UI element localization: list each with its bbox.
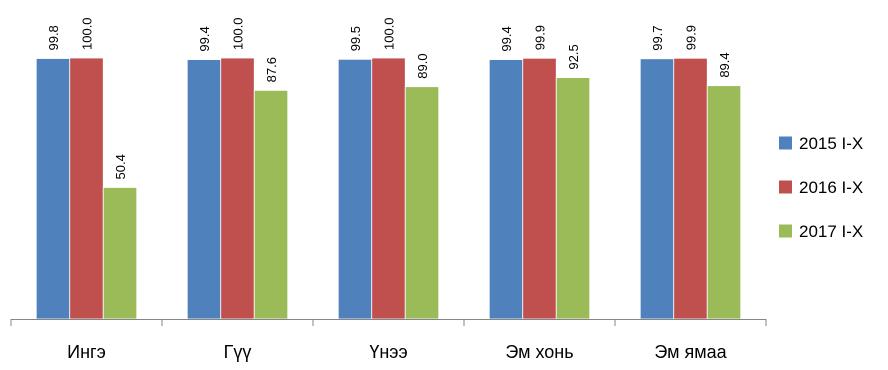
data-label-1-1: 99.8: [46, 25, 61, 50]
bar-3-2: [254, 90, 288, 319]
data-label-1-5: 99.7: [650, 25, 665, 50]
data-label-1-2: 99.4: [197, 26, 212, 51]
bar-1-4: [489, 60, 523, 319]
legend-label-3: 2017 I-X: [799, 222, 863, 241]
bar-1-5: [640, 59, 674, 319]
legend-swatch-3: [779, 225, 792, 238]
data-label-2-4: 99.9: [533, 25, 548, 50]
data-label-2-2: 100.0: [231, 17, 246, 50]
data-label-2-1: 100.0: [80, 17, 95, 50]
legend-swatch-2: [779, 181, 792, 194]
bar-2-1: [70, 58, 104, 319]
x-tick-label-3: Үнээ: [369, 342, 407, 362]
data-label-1-4: 99.4: [499, 26, 514, 51]
legend-label-2: 2016 I-X: [799, 178, 863, 197]
data-label-2-3: 100.0: [382, 17, 397, 50]
x-tick-label-1: Ингэ: [67, 342, 106, 362]
bar-3-3: [405, 87, 439, 319]
bar-1-2: [187, 60, 221, 319]
bar-1-1: [36, 59, 70, 319]
bar-3-4: [556, 78, 590, 319]
bar-2-4: [523, 58, 557, 319]
x-tick-label-4: Эм хонь: [505, 342, 573, 362]
x-tick-label-5: Эм ямаа: [654, 342, 727, 362]
data-label-3-4: 92.5: [566, 44, 581, 69]
data-label-2-5: 99.9: [684, 25, 699, 50]
x-axis: Ингэ Гүү Үнээ Эм хонь Эм ямаа: [11, 319, 766, 362]
data-label-3-5: 89.4: [717, 52, 732, 77]
legend: 2015 I-X 2016 I-X 2017 I-X: [779, 134, 863, 241]
bar-2-2: [221, 58, 255, 319]
bar-2-3: [372, 58, 406, 319]
data-label-1-3: 99.5: [348, 26, 363, 51]
bars-layer: [36, 58, 741, 319]
data-label-3-1: 50.4: [113, 154, 128, 179]
data-label-3-3: 89.0: [415, 53, 430, 78]
bar-1-3: [338, 59, 372, 319]
x-tick-label-2: Гүү: [224, 342, 252, 362]
legend-label-1: 2015 I-X: [799, 134, 863, 153]
bar-3-1: [103, 187, 137, 319]
bar-3-5: [707, 86, 741, 319]
legend-swatch-1: [779, 137, 792, 150]
bar-2-5: [674, 58, 708, 319]
data-label-3-2: 87.6: [264, 57, 279, 82]
